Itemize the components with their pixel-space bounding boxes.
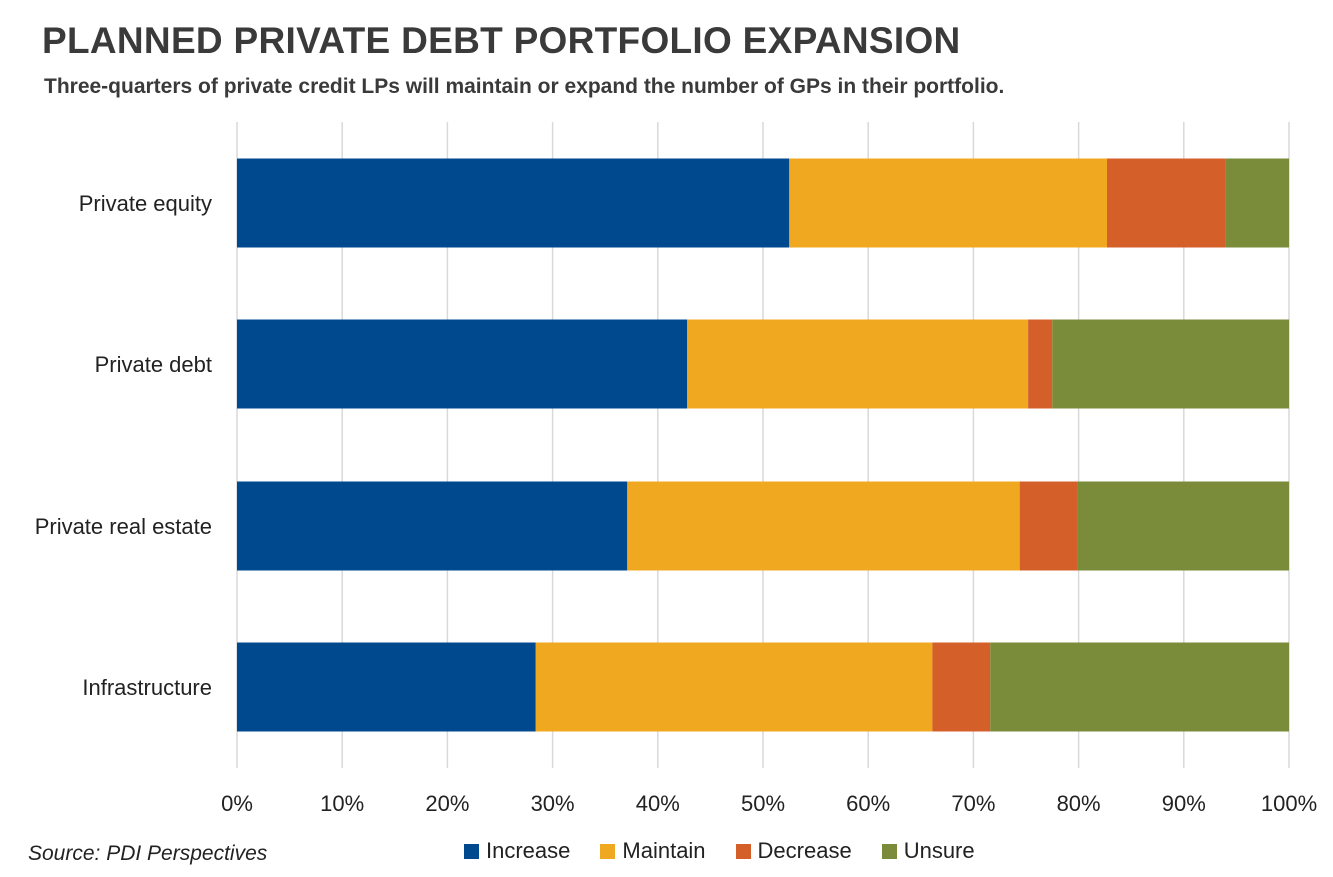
x-tick-label: 40% bbox=[636, 791, 680, 816]
bar-increase-private-debt bbox=[237, 319, 688, 409]
legend-swatch-decrease bbox=[735, 843, 751, 859]
bar-increase-private-equity bbox=[237, 158, 790, 248]
x-tick-label: 20% bbox=[425, 791, 469, 816]
x-tick-label: 60% bbox=[846, 791, 890, 816]
category-label: Private equity bbox=[79, 191, 212, 216]
category-label: Private debt bbox=[95, 352, 212, 377]
legend-swatch-unsure bbox=[881, 843, 897, 859]
bar-maintain-private-debt bbox=[687, 319, 1029, 409]
bar-unsure-private-debt bbox=[1052, 319, 1289, 409]
x-tick-label: 50% bbox=[741, 791, 785, 816]
bar-maintain-private-real-estate bbox=[627, 481, 1020, 571]
chart-subtitle: Three-quarters of private credit LPs wil… bbox=[44, 75, 1005, 98]
legend-swatch-increase bbox=[464, 843, 479, 859]
bar-decrease-private-debt bbox=[1028, 319, 1053, 409]
bar-unsure-private-real-estate bbox=[1077, 481, 1289, 571]
bar-unsure-infrastructure bbox=[990, 642, 1289, 732]
bar-maintain-private-equity bbox=[789, 158, 1108, 248]
legend-swatch-maintain bbox=[600, 843, 616, 859]
x-tick-label: 80% bbox=[1057, 791, 1101, 816]
bar-maintain-infrastructure bbox=[535, 642, 933, 732]
category-label: Infrastructure bbox=[82, 675, 212, 700]
legend-label-unsure: Unsure bbox=[903, 838, 975, 863]
legend-label-increase: Increase bbox=[486, 838, 571, 863]
x-tick-label: 100% bbox=[1261, 791, 1317, 816]
x-tick-label: 70% bbox=[951, 791, 995, 816]
x-tick-label: 30% bbox=[531, 791, 575, 816]
legend-label-decrease: Decrease bbox=[757, 838, 852, 863]
x-tick-label: 0% bbox=[221, 791, 253, 816]
bar-unsure-private-equity bbox=[1225, 158, 1289, 248]
x-tick-label: 10% bbox=[320, 791, 364, 816]
legend-label-maintain: Maintain bbox=[622, 838, 706, 863]
legend-item-unsure: Unsure bbox=[881, 838, 975, 864]
chart-title: PLANNED PRIVATE DEBT PORTFOLIO EXPANSION bbox=[42, 20, 961, 61]
chart-legend: Increase Maintain Decrease Unsure bbox=[464, 838, 1005, 864]
legend-item-maintain: Maintain bbox=[600, 838, 706, 864]
bar-increase-private-real-estate bbox=[237, 481, 628, 571]
source-note: Source: PDI Perspectives bbox=[28, 842, 268, 865]
legend-item-decrease: Decrease bbox=[735, 838, 852, 864]
bar-increase-infrastructure bbox=[237, 642, 536, 732]
legend-item-increase: Increase bbox=[464, 838, 570, 864]
bar-decrease-infrastructure bbox=[932, 642, 991, 732]
bar-decrease-private-equity bbox=[1107, 158, 1226, 248]
category-label: Private real estate bbox=[35, 514, 212, 539]
bar-decrease-private-real-estate bbox=[1019, 481, 1078, 571]
x-tick-label: 90% bbox=[1162, 791, 1206, 816]
